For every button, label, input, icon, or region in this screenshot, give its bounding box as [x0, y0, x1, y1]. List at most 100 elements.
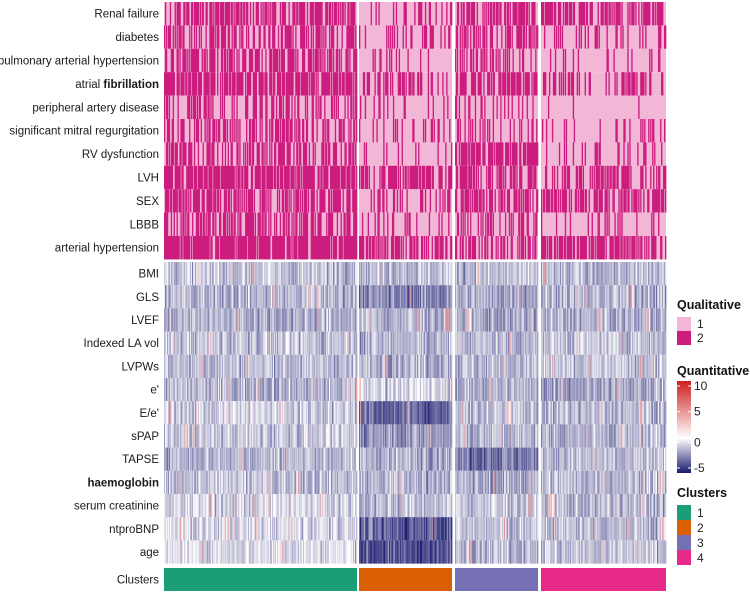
qualitative-cell [401, 189, 403, 213]
quantitative-cell [388, 354, 390, 378]
qualitative-cell [373, 165, 375, 190]
qualitative-cell [313, 165, 315, 190]
quantitative-cell [478, 354, 480, 378]
qualitative-cell [180, 212, 182, 236]
qualitative-cell [461, 142, 463, 166]
quantitative-cell [513, 331, 515, 355]
quantitative-cell [235, 308, 237, 332]
quantitative-cell [182, 285, 184, 309]
quantitative-cell [439, 354, 441, 378]
quantitative-cell [360, 285, 363, 309]
qualitative-cell [481, 236, 483, 260]
qualitative-cell [483, 72, 485, 96]
quantitative-cell [190, 331, 192, 355]
quantitative-cell [643, 262, 645, 286]
quantitative-cell [280, 262, 283, 286]
qualitative-cell [317, 48, 319, 73]
qualitative-cell [254, 165, 257, 190]
quantitative-cell [382, 308, 384, 332]
qualitative-cell [423, 25, 426, 49]
quantitative-cell [284, 331, 286, 355]
qualitative-cell [168, 142, 171, 166]
quantitative-cell [569, 262, 572, 286]
quantitative-cell [302, 354, 305, 378]
quantitative-cell [266, 354, 268, 378]
quantitative-cell [214, 262, 216, 286]
qualitative-cell [176, 2, 178, 26]
qualitative-cell [174, 142, 176, 166]
qualitative-cell [496, 165, 498, 190]
qualitative-cell [332, 48, 335, 73]
qualitative-cell [659, 165, 661, 190]
qualitative-cell [467, 189, 469, 213]
quantitative-cell [591, 285, 593, 309]
quantitative-cell [278, 285, 281, 309]
quantitative-cell [233, 354, 235, 378]
quantitative-cell [443, 354, 445, 378]
qualitative-row [164, 236, 667, 260]
qualitative-cell [497, 2, 499, 26]
quantitative-cell [165, 285, 168, 309]
qualitative-cell [202, 189, 204, 213]
quantitative-cell [609, 331, 611, 355]
qualitative-cell [491, 236, 494, 260]
qualitative-cell [460, 189, 462, 213]
quantitative-cell [344, 308, 346, 332]
quantitative-cell [504, 262, 507, 286]
quantitative-cell [351, 354, 353, 378]
qualitative-cell [562, 2, 565, 26]
qualitative-cell [287, 142, 289, 166]
quantitative-cell [426, 331, 429, 355]
qualitative-cell [648, 189, 650, 213]
quantitative-cell [569, 308, 572, 332]
qualitative-cell [245, 72, 247, 96]
qualitative-cell [193, 2, 196, 26]
quantitative-cell [200, 308, 202, 332]
quantitative-cell [196, 308, 199, 332]
quantitative-cell [402, 331, 404, 355]
qualitative-cell [612, 165, 614, 190]
qualitative-cell [225, 72, 228, 96]
quantitative-cell [490, 262, 493, 286]
qualitative-cell [455, 189, 457, 213]
qualitative-cell [627, 72, 629, 96]
qualitative-cell [594, 142, 596, 166]
quantitative-cell [231, 331, 233, 355]
qualitative-cell [274, 2, 277, 26]
quantitative-cell [470, 331, 472, 355]
qualitative-cell [391, 72, 394, 96]
quantitative-cell [289, 354, 291, 378]
quantitative-cell [544, 285, 547, 309]
qualitative-cell [379, 165, 381, 190]
qualitative-cell [418, 142, 420, 166]
qualitative-cell [318, 236, 320, 260]
qualitative-cell [196, 189, 199, 213]
qualitative-cell [353, 236, 355, 260]
quantitative-cell [385, 354, 387, 378]
quantitative-cell [623, 285, 625, 309]
quantitative-cell [223, 262, 226, 286]
quantitative-cell [281, 331, 284, 355]
qualitative-cell [175, 142, 177, 166]
qualitative-cell [255, 48, 257, 73]
quantitative-cell [407, 354, 409, 378]
quantitative-cell [331, 262, 334, 286]
qualitative-cell [535, 48, 537, 73]
qualitative-cell [508, 212, 511, 236]
quantitative-cell [386, 331, 388, 355]
qualitative-cell [323, 165, 325, 190]
qualitative-cell [209, 212, 211, 236]
quantitative-cell [488, 308, 491, 332]
quantitative-cell [199, 331, 202, 355]
qualitative-cell [636, 236, 638, 260]
quantitative-cell [514, 285, 516, 309]
qualitative-cell [233, 236, 235, 260]
qualitative-cell [192, 72, 195, 96]
quantitative-cell [423, 354, 426, 378]
qualitative-cell [224, 48, 227, 73]
qualitative-cell [223, 189, 226, 213]
qualitative-cell [209, 25, 211, 49]
quantitative-cell [302, 308, 304, 332]
quantitative-cell [585, 262, 587, 286]
qualitative-cell [564, 236, 567, 260]
